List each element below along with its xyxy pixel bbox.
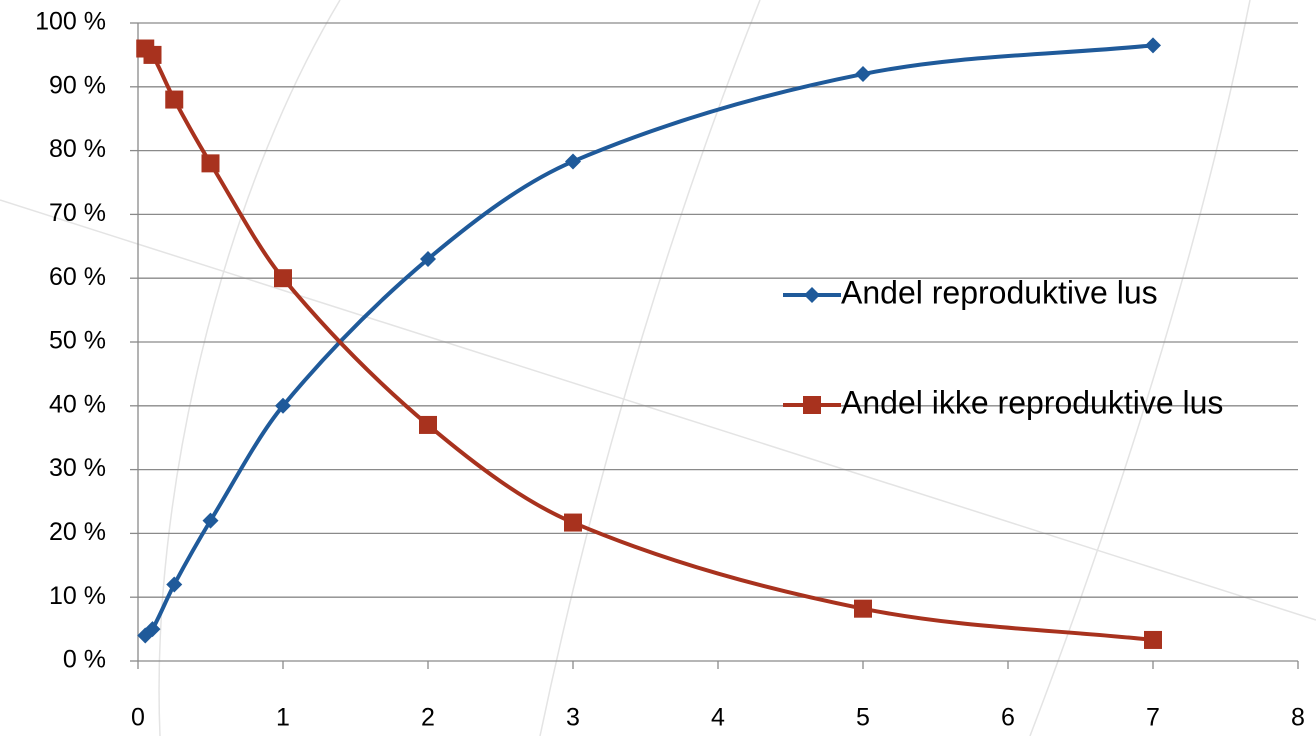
y-tick-label: 40 % [49,390,106,418]
marker [144,621,161,638]
marker [855,66,871,83]
y-tick-label: 60 % [49,263,106,291]
marker [854,599,872,618]
y-tick-label: 10 % [49,582,106,610]
x-tick-label: 4 [711,704,725,732]
x-tick-label: 3 [566,704,580,732]
marker [201,154,220,173]
y-tick-label: 80 % [49,135,106,163]
legend-label: Andel ikke reproduktive lus [841,384,1223,420]
y-tick-label: 90 % [49,71,106,99]
legend-marker [804,287,820,303]
marker [166,576,183,593]
marker [274,269,292,288]
marker [275,397,291,414]
y-tick-label: 30 % [49,454,106,482]
x-tick-label: 8 [1291,704,1305,732]
legend-label: Andel reproduktive lus [841,274,1158,310]
marker [565,153,581,170]
y-tick-label: 20 % [49,518,106,546]
decor-line [0,199,1316,621]
x-tick-label: 7 [1146,704,1160,732]
marker [419,415,437,434]
decor-curve [1029,0,1251,736]
x-tick-label: 2 [421,704,435,732]
legend-marker [803,396,821,414]
series-line [143,43,1154,638]
marker [420,251,436,268]
marker [143,45,162,64]
marker [202,512,219,529]
marker [564,513,582,532]
marker [165,90,184,109]
y-tick-label: 0 % [63,646,106,674]
x-tick-label: 0 [131,704,145,732]
y-tick-label: 50 % [49,327,106,355]
series-line [143,46,1154,642]
marker [1144,630,1162,649]
decor-curve [158,0,341,736]
marker [1145,37,1161,54]
x-tick-label: 6 [1001,704,1015,732]
x-tick-label: 5 [856,704,870,732]
decor-curve [539,0,761,736]
y-tick-label: 100 % [35,8,106,36]
y-tick-label: 70 % [49,199,106,227]
x-tick-label: 1 [276,704,290,732]
